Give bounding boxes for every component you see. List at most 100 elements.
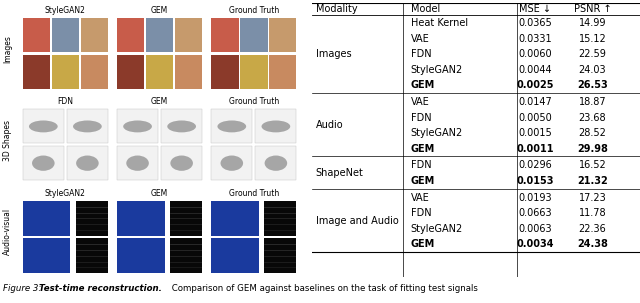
Bar [23, 238, 70, 273]
Text: Heat Kernel: Heat Kernel [411, 18, 468, 28]
Text: 26.53: 26.53 [577, 80, 608, 90]
Text: MSE ↓: MSE ↓ [519, 4, 551, 14]
Text: Modality: Modality [316, 4, 357, 14]
Text: GEM: GEM [411, 176, 435, 186]
Bar [81, 18, 108, 52]
Text: 21.32: 21.32 [577, 176, 608, 186]
Text: 0.0296: 0.0296 [518, 160, 552, 170]
Text: 14.99: 14.99 [579, 18, 606, 28]
Text: FDN: FDN [411, 160, 431, 170]
Text: VAE: VAE [411, 193, 429, 203]
Bar [264, 201, 296, 236]
Text: FDN: FDN [58, 97, 74, 106]
Text: 15.12: 15.12 [579, 34, 606, 44]
Text: Comparison of GEM against baselines on the task of fitting test signals: Comparison of GEM against baselines on t… [169, 284, 478, 293]
Bar [269, 55, 296, 89]
Text: StyleGAN2: StyleGAN2 [45, 189, 86, 198]
Text: StyleGAN2: StyleGAN2 [411, 65, 463, 75]
Text: 0.0060: 0.0060 [518, 49, 552, 59]
Bar [23, 201, 70, 236]
Ellipse shape [123, 121, 152, 132]
Bar [175, 55, 202, 89]
Text: 0.0147: 0.0147 [518, 97, 552, 107]
Bar [161, 109, 202, 143]
Text: 0.0011: 0.0011 [516, 144, 554, 154]
Text: FDN: FDN [411, 208, 431, 218]
Bar [211, 238, 259, 273]
Bar [211, 109, 252, 143]
Text: FDN: FDN [411, 112, 431, 122]
Ellipse shape [221, 155, 243, 171]
Text: Image and Audio: Image and Audio [316, 216, 398, 226]
Text: 23.68: 23.68 [579, 112, 606, 122]
Text: 0.0050: 0.0050 [518, 112, 552, 122]
Text: 0.0015: 0.0015 [518, 128, 552, 138]
Bar [264, 238, 296, 273]
Text: VAE: VAE [411, 97, 429, 107]
Text: Images: Images [316, 49, 351, 59]
Text: 17.23: 17.23 [579, 193, 606, 203]
Bar [117, 18, 145, 52]
Ellipse shape [32, 155, 54, 171]
Bar [255, 146, 296, 180]
Text: 0.0034: 0.0034 [516, 239, 554, 249]
Text: PSNR ↑: PSNR ↑ [573, 4, 611, 14]
Text: 0.0025: 0.0025 [516, 80, 554, 90]
Text: 0.0063: 0.0063 [518, 224, 552, 234]
Text: 0.0193: 0.0193 [518, 193, 552, 203]
Bar [161, 146, 202, 180]
Bar [67, 109, 108, 143]
Text: 0.0663: 0.0663 [518, 208, 552, 218]
Text: 0.0044: 0.0044 [518, 65, 552, 75]
Bar [240, 18, 268, 52]
Bar [146, 55, 173, 89]
Bar [170, 201, 202, 236]
Bar [211, 146, 252, 180]
Bar [117, 109, 158, 143]
Ellipse shape [126, 155, 149, 171]
Text: Ground Truth: Ground Truth [228, 189, 279, 198]
Text: 0.0153: 0.0153 [516, 176, 554, 186]
Bar [23, 109, 64, 143]
Bar [117, 201, 164, 236]
Text: GEM: GEM [151, 97, 168, 106]
Text: FDN: FDN [411, 49, 431, 59]
Bar [52, 55, 79, 89]
Bar [23, 55, 50, 89]
Text: 22.36: 22.36 [579, 224, 606, 234]
Ellipse shape [264, 155, 287, 171]
Text: 3D Shapes: 3D Shapes [3, 119, 12, 161]
Bar [211, 55, 239, 89]
Bar [67, 146, 108, 180]
Bar [52, 18, 79, 52]
Text: GEM: GEM [411, 80, 435, 90]
Text: 28.52: 28.52 [579, 128, 607, 138]
Ellipse shape [29, 121, 58, 132]
Bar [76, 201, 108, 236]
Text: 11.78: 11.78 [579, 208, 606, 218]
Text: Model: Model [411, 4, 440, 14]
Text: Audio: Audio [316, 120, 343, 130]
Text: 24.03: 24.03 [579, 65, 606, 75]
Text: 29.98: 29.98 [577, 144, 608, 154]
Text: Figure 3:: Figure 3: [3, 284, 44, 293]
Bar [23, 18, 50, 52]
Text: StyleGAN2: StyleGAN2 [45, 6, 86, 15]
Bar [240, 55, 268, 89]
Bar [146, 18, 173, 52]
Text: 24.38: 24.38 [577, 239, 608, 249]
Text: Ground Truth: Ground Truth [228, 97, 279, 106]
Text: 0.0365: 0.0365 [518, 18, 552, 28]
Text: GEM: GEM [411, 144, 435, 154]
Ellipse shape [167, 121, 196, 132]
Bar [76, 238, 108, 273]
Bar [255, 109, 296, 143]
Ellipse shape [76, 155, 99, 171]
Text: Audio-visual: Audio-visual [3, 208, 12, 255]
Bar [23, 146, 64, 180]
Bar [81, 55, 108, 89]
Text: StyleGAN2: StyleGAN2 [411, 224, 463, 234]
Ellipse shape [170, 155, 193, 171]
Text: Ground Truth: Ground Truth [228, 6, 279, 15]
Text: 16.52: 16.52 [579, 160, 606, 170]
